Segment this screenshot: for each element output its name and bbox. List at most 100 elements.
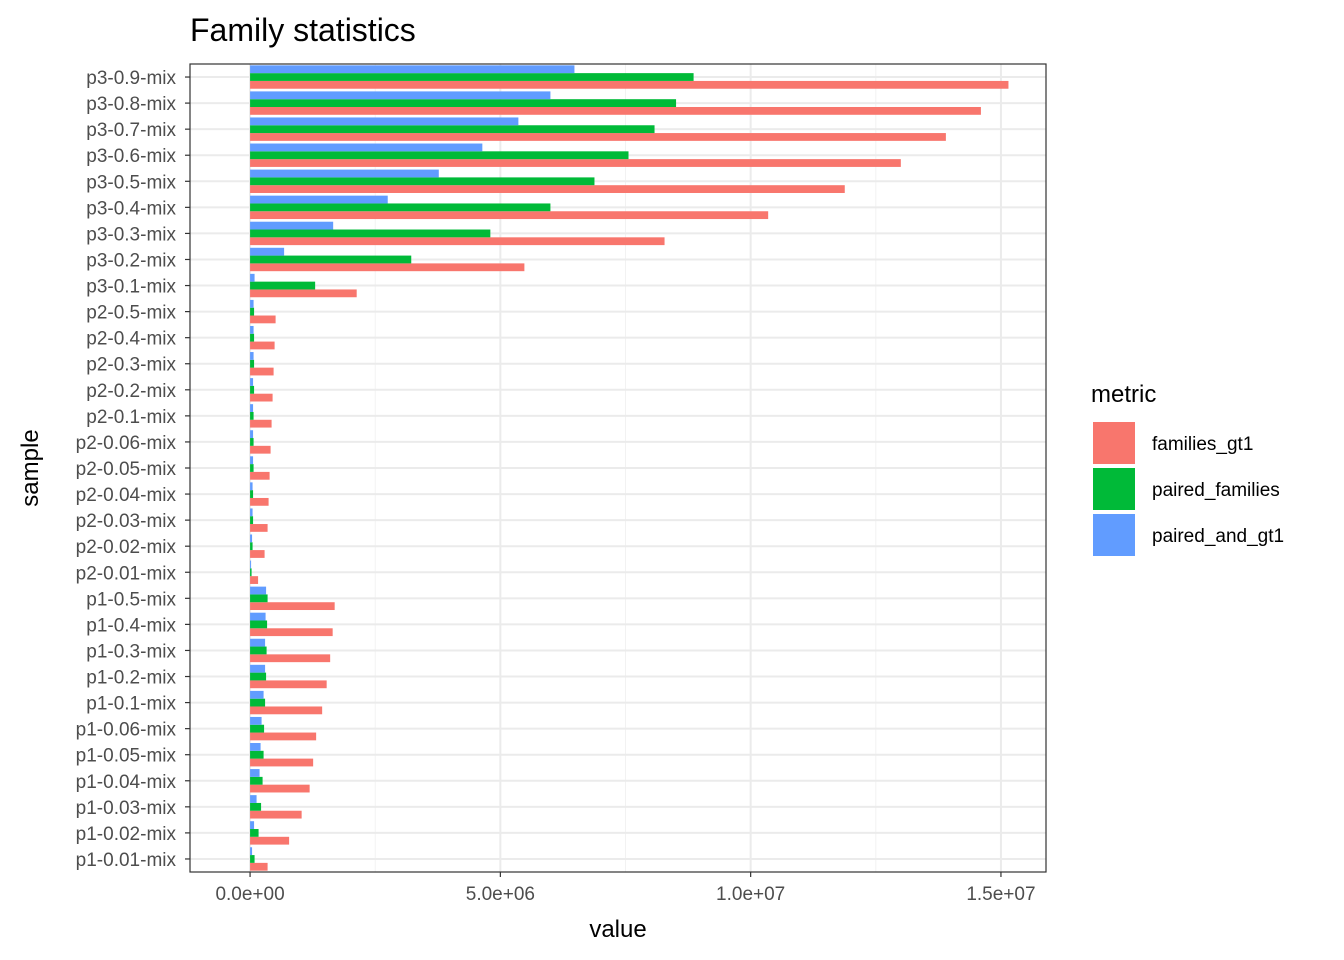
bar-families-gt1 — [250, 680, 327, 689]
bar-paired-families — [250, 281, 316, 290]
y-tick-label: p1-0.05-mix — [76, 746, 177, 767]
bar-families-gt1 — [250, 628, 333, 637]
bar-paired-families — [250, 151, 629, 160]
bar-paired-and-gt1 — [250, 847, 253, 856]
legend-label: families_gt1 — [1152, 434, 1253, 455]
bar-paired-families — [250, 855, 255, 863]
x-tick-label: 1.5e+07 — [966, 884, 1035, 905]
y-tick-label: p2-0.2-mix — [86, 381, 176, 402]
bar-paired-families — [250, 750, 264, 759]
bar-paired-families — [250, 203, 551, 212]
bar-paired-and-gt1 — [250, 247, 285, 256]
y-tick-label: p2-0.05-mix — [76, 459, 177, 480]
bar-paired-and-gt1 — [250, 716, 262, 725]
y-tick-label: p2-0.01-mix — [76, 563, 177, 584]
bar-families-gt1 — [250, 393, 273, 402]
bar-families-gt1 — [250, 862, 268, 871]
bar-families-gt1 — [250, 550, 265, 558]
x-axis-title: value — [589, 916, 646, 943]
y-tick-label: p1-0.03-mix — [76, 798, 177, 819]
bar-paired-and-gt1 — [250, 352, 254, 360]
bar-families-gt1 — [250, 576, 259, 584]
legend-label: paired_families — [1152, 480, 1280, 501]
bars — [250, 65, 1009, 871]
bar-families-gt1 — [250, 706, 323, 715]
bar-paired-families — [250, 542, 253, 551]
y-tick-label: p1-0.04-mix — [76, 772, 177, 793]
y-tick-label: p1-0.06-mix — [76, 720, 177, 741]
bar-families-gt1 — [250, 810, 302, 819]
bar-paired-families — [250, 438, 254, 446]
bar-paired-families — [250, 672, 267, 681]
bar-families-gt1 — [250, 602, 335, 611]
bar-families-gt1 — [250, 80, 1009, 89]
bar-paired-and-gt1 — [250, 690, 264, 699]
bar-paired-and-gt1 — [250, 560, 252, 569]
bar-paired-and-gt1 — [250, 325, 254, 334]
bar-families-gt1 — [250, 654, 331, 663]
bar-paired-families — [250, 307, 255, 316]
bar-families-gt1 — [250, 836, 290, 845]
y-tick-label: p1-0.02-mix — [76, 824, 177, 845]
bar-paired-families — [250, 464, 254, 472]
legend-key-paired-and-gt1 — [1093, 514, 1135, 556]
bar-paired-and-gt1 — [250, 586, 267, 595]
bar-families-gt1 — [250, 419, 272, 428]
y-tick-label: p1-0.01-mix — [76, 850, 177, 871]
bar-paired-families — [250, 594, 268, 603]
bar-paired-families — [250, 359, 255, 368]
legend-label: paired_and_gt1 — [1152, 526, 1284, 547]
y-tick-label: p2-0.3-mix — [86, 355, 176, 376]
y-tick-label: p3-0.5-mix — [86, 172, 176, 193]
bar-families-gt1 — [250, 211, 769, 220]
bar-families-gt1 — [250, 133, 946, 141]
bar-paired-and-gt1 — [250, 612, 266, 621]
bar-paired-and-gt1 — [250, 221, 334, 230]
y-axis: p3-0.9-mix p3-0.8-mix p3-0.7-mix p3-0.6-mix… — [76, 68, 190, 871]
y-tick-label: p2-0.4-mix — [86, 329, 176, 350]
y-tick-label: p2-0.1-mix — [86, 407, 176, 428]
bar-paired-families — [250, 99, 677, 107]
bar-families-gt1 — [250, 341, 275, 350]
bar-paired-families — [250, 802, 262, 811]
legend-key-paired-families — [1093, 468, 1135, 510]
bar-paired-families — [250, 620, 268, 629]
bar-paired-and-gt1 — [250, 534, 253, 543]
bar-paired-and-gt1 — [250, 821, 255, 830]
legend-key-families-gt1 — [1093, 422, 1135, 464]
bar-paired-and-gt1 — [250, 508, 253, 517]
bar-paired-families — [250, 333, 255, 342]
y-tick-label: p2-0.5-mix — [86, 303, 176, 324]
bar-paired-families — [250, 177, 595, 186]
bar-families-gt1 — [250, 106, 981, 115]
y-tick-label: p1-0.3-mix — [86, 641, 176, 662]
bar-families-gt1 — [250, 445, 271, 454]
y-tick-label: p1-0.4-mix — [86, 615, 176, 636]
bar-paired-families — [250, 724, 265, 733]
bar-paired-and-gt1 — [250, 482, 253, 491]
y-tick-label: p2-0.03-mix — [76, 511, 177, 532]
bar-paired-and-gt1 — [250, 65, 575, 74]
bar-paired-families — [250, 385, 255, 394]
bar-paired-families — [250, 255, 412, 264]
x-axis: 0.0e+00 5.0e+06 1.0e+07 1.5e+07 — [215, 872, 1036, 905]
y-tick-label: p3-0.3-mix — [86, 224, 176, 245]
legend: metric families_gt1 paired_familiespaired… — [1091, 381, 1284, 556]
bar-paired-and-gt1 — [250, 638, 266, 647]
bar-paired-families — [250, 776, 263, 785]
y-tick-label: p2-0.02-mix — [76, 537, 177, 558]
bar-paired-and-gt1 — [250, 404, 254, 412]
bar-paired-families — [250, 411, 254, 420]
bar-paired-families — [250, 568, 252, 577]
y-tick-label: p3-0.6-mix — [86, 146, 176, 167]
bar-families-gt1 — [250, 263, 525, 272]
chart-title: Family statistics — [190, 12, 416, 48]
bar-paired-and-gt1 — [250, 299, 254, 308]
bar-paired-and-gt1 — [250, 795, 257, 803]
y-tick-label: p3-0.1-mix — [86, 277, 176, 298]
bar-paired-and-gt1 — [250, 430, 254, 439]
y-tick-label: p1-0.2-mix — [86, 668, 176, 689]
bar-paired-and-gt1 — [250, 91, 551, 100]
bar-paired-and-gt1 — [250, 143, 483, 152]
bar-families-gt1 — [250, 185, 845, 193]
